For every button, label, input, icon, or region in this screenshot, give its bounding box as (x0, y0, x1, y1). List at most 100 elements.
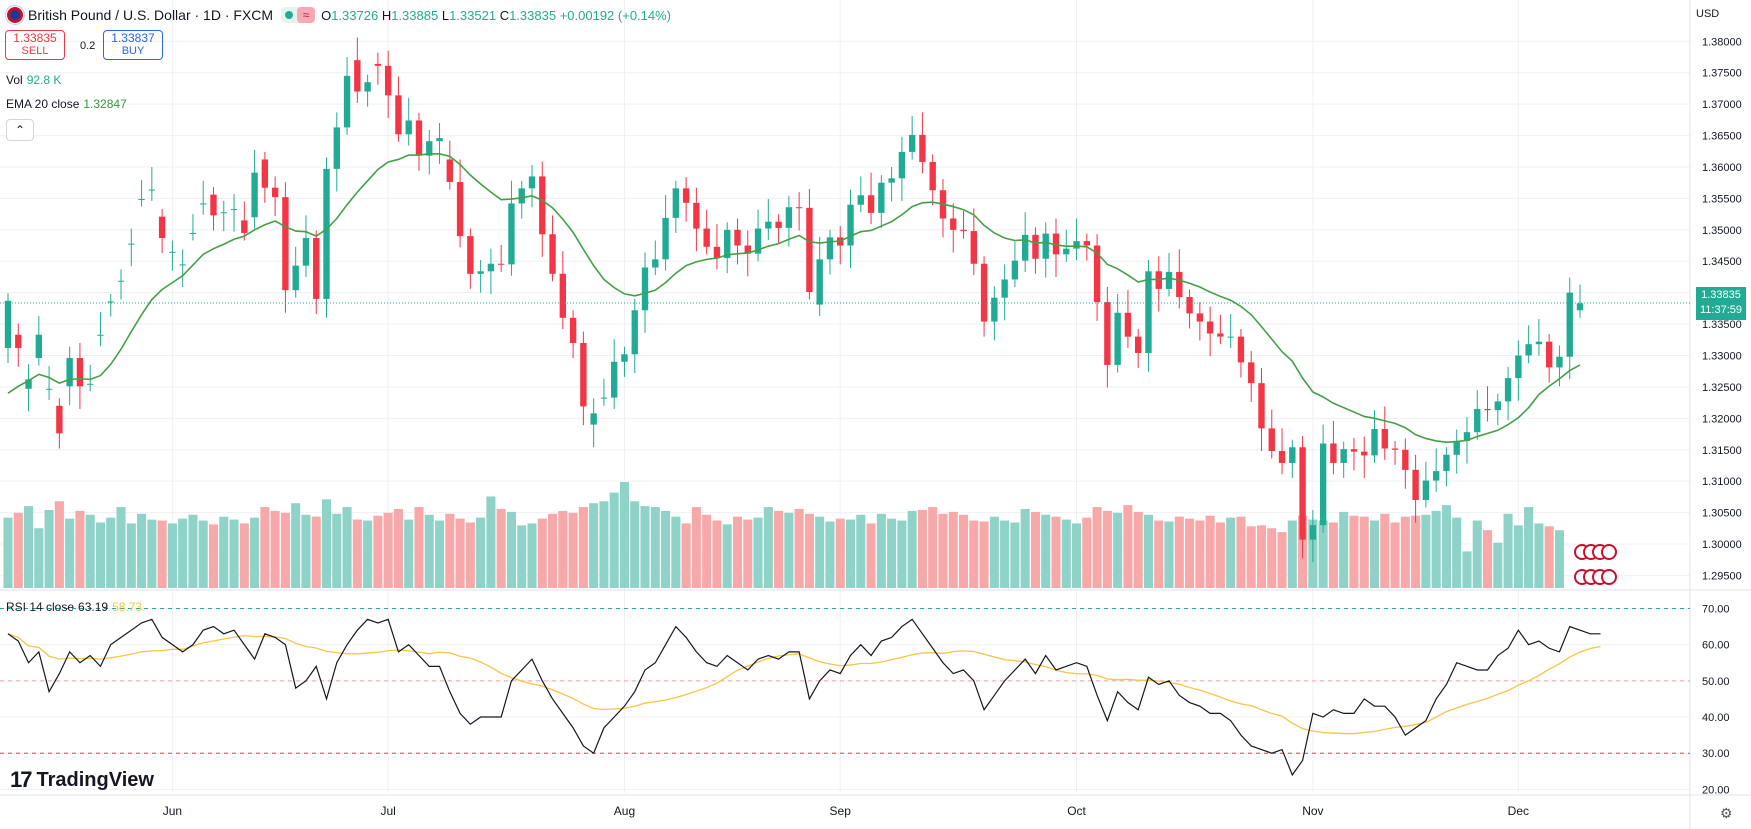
candle-body (497, 263, 505, 265)
settings-gear-icon[interactable]: ⚙ (1720, 805, 1733, 821)
candle-body (867, 195, 875, 213)
candle-body (1237, 336, 1245, 363)
candle-body (210, 194, 217, 216)
candle-body (611, 361, 618, 398)
volume-bar (1082, 517, 1092, 588)
volume-bar (1482, 530, 1493, 588)
volume-bar (1102, 510, 1112, 588)
volume-bar (270, 510, 280, 588)
candle-body (1227, 336, 1234, 338)
candle-body (230, 209, 238, 211)
volume-bar (1441, 505, 1451, 588)
volume-bar (342, 507, 352, 588)
candle-body (436, 138, 443, 142)
candle-body (754, 228, 762, 254)
volume-bar (75, 510, 85, 588)
candle-body (158, 216, 166, 238)
candle-body (426, 141, 433, 156)
candle-body (1504, 378, 1512, 402)
symbol-title[interactable]: British Pound / U.S. Dollar · 1D · FXCM (28, 7, 274, 23)
candle-body (1340, 449, 1347, 463)
rsi-tick-label: 50.00 (1702, 676, 1730, 688)
price-tick-label: 1.35000 (1702, 225, 1742, 237)
rsi-tick-label: 60.00 (1702, 640, 1730, 652)
time-tick-label: Jul (380, 804, 395, 818)
candle-body (1176, 271, 1183, 298)
candle-body (1319, 443, 1327, 526)
volume-bar (1041, 514, 1051, 588)
chart-header: British Pound / U.S. Dollar · 1D · FXCM … (6, 4, 671, 26)
volume-bar (887, 518, 897, 588)
volume-bar (517, 525, 527, 588)
candle-body (1463, 432, 1471, 441)
volume-bar (198, 520, 208, 588)
market-open-dot-icon (285, 11, 294, 19)
volume-bar (1472, 520, 1482, 588)
candle-body (169, 251, 176, 253)
volume-bar (1267, 528, 1277, 588)
market-status[interactable]: ≈ (281, 7, 316, 23)
candle-body (1145, 271, 1152, 353)
price-tick-label: 1.29500 (1702, 570, 1742, 582)
volume-bar (373, 515, 383, 588)
candle-body (775, 221, 782, 228)
candle-body (25, 379, 32, 389)
volume-bar (414, 507, 424, 588)
volume-bar (548, 513, 558, 588)
candle-body (323, 168, 330, 299)
volume-bar (496, 508, 506, 588)
candle-body (539, 176, 546, 235)
volume-bar (1503, 513, 1513, 588)
volume-bar (1123, 505, 1133, 588)
volume-bar (1359, 516, 1369, 588)
candle-body (1330, 443, 1337, 463)
volume-bar (1174, 516, 1184, 588)
time-tick-label: Nov (1302, 804, 1323, 818)
candle-body (271, 187, 279, 198)
collapse-legend-button[interactable]: ⌃ (6, 119, 34, 141)
volume-bar (393, 508, 403, 588)
candle-body (1032, 234, 1039, 259)
volume-bar (1205, 515, 1215, 588)
volume-bar (732, 516, 743, 588)
volume-bar (1164, 521, 1174, 588)
volume-bar (702, 514, 712, 588)
volume-bar (609, 492, 619, 588)
sell-button[interactable]: 1.33835 SELL (5, 30, 65, 60)
volume-bar (599, 501, 609, 588)
time-tick-label: Dec (1508, 804, 1529, 818)
volume-bar (784, 512, 794, 588)
tradingview-logo[interactable]: 17 TradingView (10, 767, 154, 792)
volume-bar (1256, 525, 1267, 588)
volume-bar (907, 510, 917, 588)
volume-bar (95, 522, 106, 588)
price-tick-label: 1.32000 (1702, 413, 1742, 425)
price-tick-label: 1.31500 (1702, 445, 1742, 457)
candle-body (117, 280, 125, 282)
candle-body (467, 236, 474, 274)
volume-bar (311, 516, 321, 588)
volume-bar (527, 523, 537, 588)
volume-bar (1534, 523, 1544, 588)
volume-bar (3, 517, 13, 588)
volume-bar (856, 514, 866, 588)
candle-body (302, 237, 310, 266)
volume-bar (455, 518, 465, 588)
rsi-tick-label: 40.00 (1702, 712, 1730, 724)
buy-button[interactable]: 1.33837 BUY (103, 30, 163, 60)
candle-body (703, 228, 710, 247)
ohlc-readout: O1.33726 H1.33885 L1.33521 C1.33835 +0.0… (321, 7, 672, 23)
volume-bar (1236, 516, 1246, 588)
volume-bar (578, 507, 588, 588)
volume-bar (147, 519, 157, 588)
candle-body (1402, 449, 1409, 470)
currency-label[interactable]: USD (1696, 8, 1720, 20)
time-tick-label: Aug (614, 804, 635, 818)
ema-legend[interactable]: EMA 20 close 1.32847 (6, 97, 127, 111)
candle-body (148, 189, 156, 191)
rsi-legend[interactable]: RSI 14 close 63.19 58.73 (6, 600, 143, 614)
candle-body (878, 182, 885, 213)
volume-legend[interactable]: Vol 92.8 K (6, 73, 62, 87)
volume-bar (917, 509, 927, 588)
